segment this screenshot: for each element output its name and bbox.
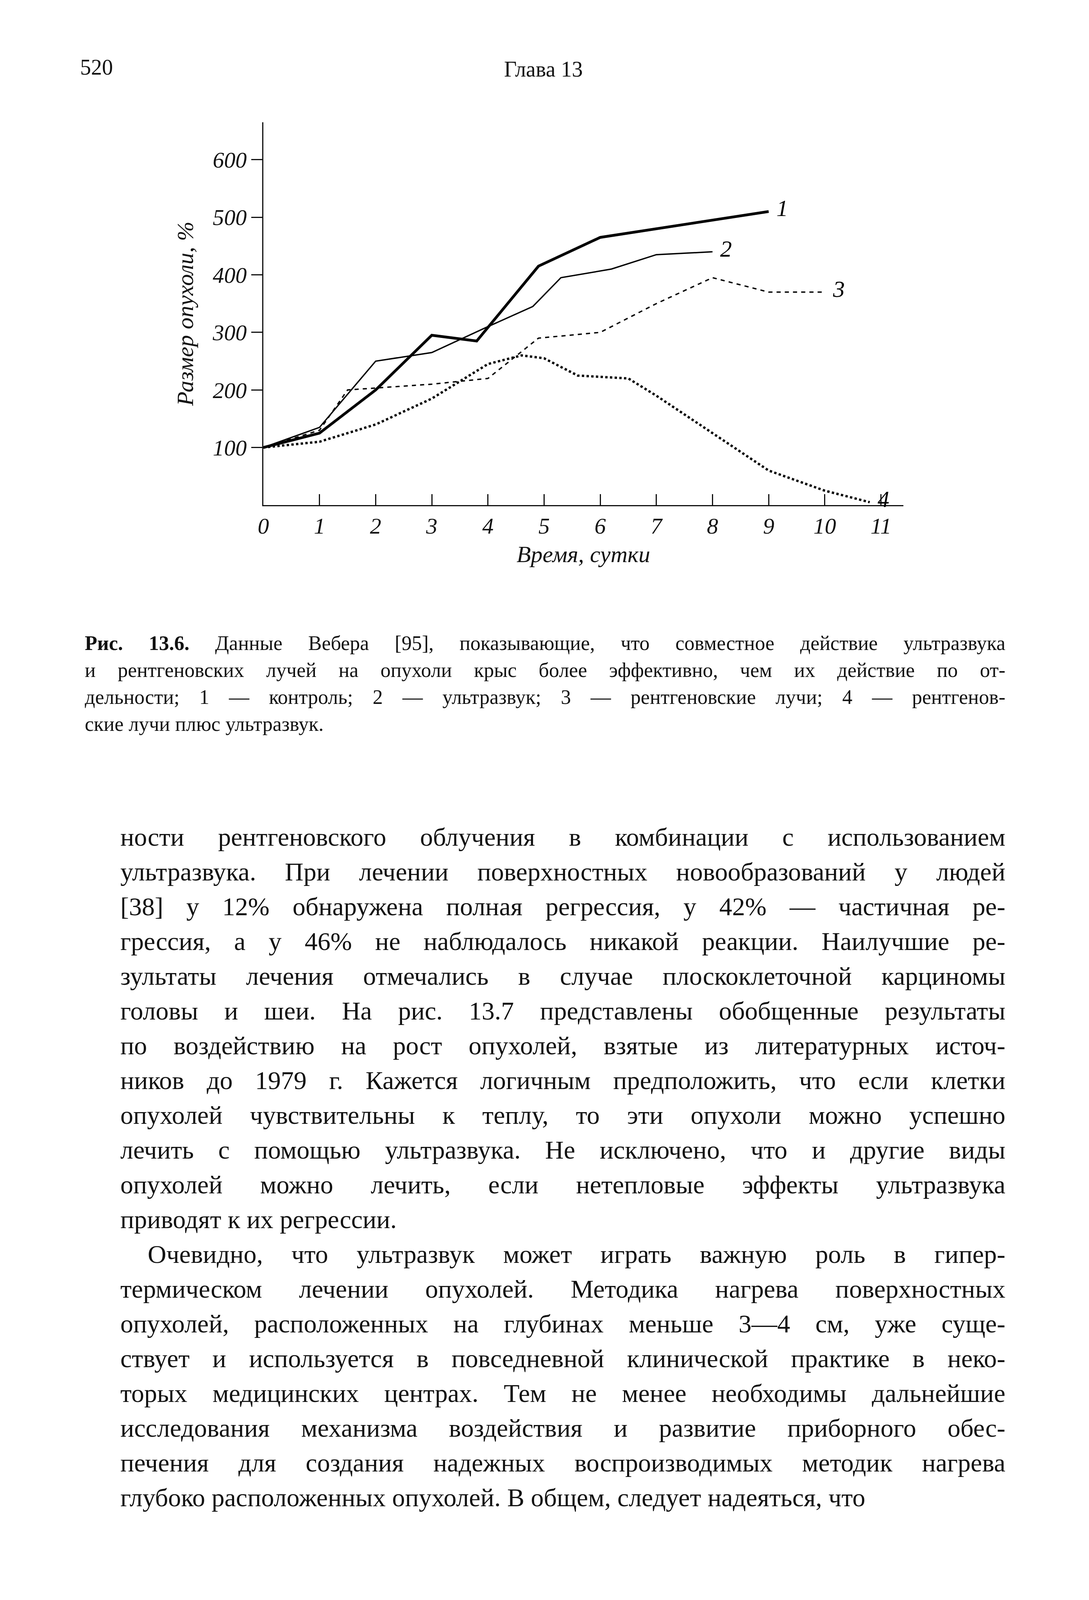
svg-text:2: 2 <box>720 236 732 262</box>
html-text:печения для создания надежных: печения для создания надежных воспроизво… <box>120 1448 1006 1478</box>
svg-text:Время, сутки: Время, сутки <box>516 541 651 568</box>
html-text:грессия, а у 46% не наблюдалос: грессия, а у 46% не наблюдалось никакой … <box>120 927 1006 956</box>
svg-text:10: 10 <box>813 513 837 539</box>
html-text:исследования механизма воздейс: исследования механизма воздействия и раз… <box>120 1414 1006 1443</box>
svg-text:2: 2 <box>370 513 382 539</box>
html-text:термическом лечении опухолей.: термическом лечении опухолей. Методика н… <box>120 1274 1006 1304</box>
html-text:дельности; 1 — контроль; 2 — у: дельности; 1 — контроль; 2 — ультразвук;… <box>84 686 1006 709</box>
html-text:ствует и используется в повсед: ствует и используется в повседневной кли… <box>120 1344 1006 1374</box>
html-text:Рис. 13.6. Данные Вебера [95],: Рис. 13.6. Данные Вебера [95], показываю… <box>84 632 1006 655</box>
html-text:по воздействию на рост опухоле: по воздействию на рост опухолей, взятые … <box>120 1031 1006 1061</box>
svg-text:8: 8 <box>706 513 719 539</box>
html-text:ников до 1979 г. Кажется логич: ников до 1979 г. Кажется логичным предпо… <box>120 1066 1006 1095</box>
html-text:приводят к их регрессии.: приводят к их регрессии. <box>120 1205 397 1234</box>
html-text:ские лучи плюс ультразвук.: ские лучи плюс ультразвук. <box>84 713 324 736</box>
svg-text:9: 9 <box>763 513 775 539</box>
html-text:опухолей можно лечить, если не: опухолей можно лечить, если нетепловые э… <box>120 1170 1006 1200</box>
svg-text:7: 7 <box>650 513 663 539</box>
svg-text:3: 3 <box>425 513 438 539</box>
html-text:520: 520 <box>80 55 113 80</box>
html-text:лечить с помощью ультразвука.: лечить с помощью ультразвука. Не исключе… <box>120 1135 1006 1165</box>
svg-text:300: 300 <box>212 320 247 346</box>
svg-text:3: 3 <box>832 276 845 303</box>
html-text:[38] у 12% обнаружена полная р: [38] у 12% обнаружена полная регрессия, … <box>120 892 1006 921</box>
svg-text:5: 5 <box>538 513 550 539</box>
svg-text:100: 100 <box>212 435 247 461</box>
html-text:головы и шеи. На рис. 13.7 пре: головы и шеи. На рис. 13.7 представлены … <box>120 996 1006 1026</box>
svg-text:4: 4 <box>877 486 890 513</box>
html-text:глубоко расположенных опухолей: глубоко расположенных опухолей. В общем,… <box>120 1483 866 1513</box>
html-text:ности рентгеновского облучения: ности рентгеновского облучения в комбина… <box>120 822 1006 852</box>
html-text:зультаты лечения отмечались в: зультаты лечения отмечались в случае пло… <box>120 962 1006 991</box>
svg-text:1: 1 <box>776 195 789 222</box>
html-text:Глава 13: Глава 13 <box>504 57 583 82</box>
svg-text:0: 0 <box>257 513 270 539</box>
html-text:опухолей, расположенных на глу: опухолей, расположенных на глубинах мень… <box>120 1309 1006 1339</box>
svg-text:200: 200 <box>212 377 247 404</box>
svg-text:400: 400 <box>212 262 247 288</box>
svg-text:6: 6 <box>594 513 607 539</box>
svg-text:Размер опухоли, %: Размер опухоли, % <box>172 221 199 407</box>
html-text:Очевидно, что ультразвук может: Очевидно, что ультразвук может играть ва… <box>147 1240 1006 1269</box>
svg-text:500: 500 <box>212 204 247 231</box>
svg-text:1: 1 <box>313 513 326 539</box>
html-text:и рентгеновских лучей на опухо: и рентгеновских лучей на опухоли крыс бо… <box>84 659 1006 682</box>
svg-text:600: 600 <box>212 147 247 173</box>
html-text:опухолей чувствительны к теплу: опухолей чувствительны к теплу, то эти о… <box>120 1101 1006 1130</box>
svg-text:11: 11 <box>870 513 892 539</box>
svg-text:4: 4 <box>482 513 494 539</box>
html-text:ультразвука. При лечении повер: ультразвука. При лечении поверхностных н… <box>120 857 1006 887</box>
html-text:торых медицинских центрах. Тем: торых медицинских центрах. Тем не менее … <box>120 1379 1006 1408</box>
